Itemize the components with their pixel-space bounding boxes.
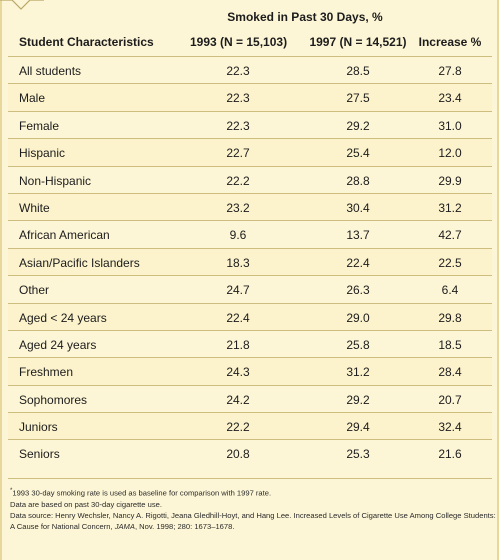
table-row: Sophomores 24.2 29.2 20.7 [8,384,492,413]
table-row: Other 24.7 26.3 6.4 [8,275,492,303]
cell-1993: 22.4 [226,310,250,325]
cell-1993: 24.3 [226,365,250,380]
cell-increase: 42.7 [438,228,462,243]
cell-increase: 22.5 [438,255,462,270]
column-header-increase: Increase % [418,35,482,49]
table-row: Hispanic 22.7 25.4 12.0 [8,138,492,166]
table-row: Seniors 20.8 25.3 21.6 [8,439,492,467]
cell-1997: 29.2 [346,392,370,407]
row-label: Seniors [19,447,60,462]
citation-title: A Cause for National Concern, [10,522,115,532]
cell-1993: 22.3 [226,64,250,78]
row-label: Freshmen [19,365,74,380]
table-row: African American 9.6 13.7 42.7 [8,220,492,248]
row-label: Male [19,91,46,106]
cell-1993: 24.7 [226,283,250,298]
table-row: White 23.2 30.4 31.2 [8,192,492,221]
table-row: Male 22.3 27.5 23.4 [8,83,492,111]
cell-1997: 25.4 [346,146,370,161]
table-bottom-rule [8,478,492,479]
cell-1993: 22.3 [226,118,250,133]
footnote-citation: A Cause for National Concern, JAMA, Nov.… [10,521,490,532]
cell-1993: 20.8 [226,447,250,462]
cell-increase: 29.9 [438,173,462,188]
cell-increase: 28.4 [438,365,462,380]
table-notes: *1993 30-day smoking rate is used as bas… [10,486,496,532]
cell-1997: 25.3 [346,447,370,462]
cell-1993: 22.7 [226,146,250,161]
footnote-baseline-text: 1993 30-day smoking rate is used as base… [12,488,272,498]
cell-1997: 30.4 [346,200,370,215]
cell-increase: 12.0 [438,146,462,161]
table-row: All students 22.3 28.5 27.8 [8,56,492,84]
cell-increase: 20.7 [438,392,462,407]
row-label: Juniors [19,420,58,435]
row-label: African American [19,228,110,243]
cell-increase: 29.8 [438,310,462,325]
cell-1993: 21.8 [226,337,250,352]
row-label: Sophomores [19,392,88,407]
cell-1997: 31.2 [346,365,370,380]
row-label: Other [19,283,50,298]
row-label: Hispanic [19,146,66,161]
row-label: Aged 24 years [19,337,97,352]
cell-1997: 26.3 [346,283,370,298]
column-header-1993: 1993 (N = 15,103) [190,35,288,49]
cell-1993: 24.2 [226,392,250,407]
cell-1993: 18.3 [226,255,250,270]
cell-1997: 13.7 [346,228,370,243]
cell-1993: 9.6 [229,228,247,243]
cell-increase: 18.5 [438,337,462,352]
footnote-data-source: Data source: Henry Wechsler, Nancy A. Ri… [10,510,496,520]
cell-increase: 27.8 [438,64,462,78]
cell-1997: 28.5 [346,64,370,78]
cell-increase: 31.2 [438,200,462,215]
spanner-header: Smoked in Past 30 Days, % [227,10,383,24]
cell-1993: 23.2 [226,200,250,215]
cell-1997: 29.2 [346,118,370,133]
table-row: Asian/Pacific Islanders 18.3 22.4 22.5 [8,247,492,276]
table-body: All students 22.3 28.5 27.8 Male 22.3 27… [8,56,492,467]
cell-increase: 32.4 [438,420,462,435]
footnote-data-basis: Data are based on past 30-day cigarette … [10,499,162,509]
table-row: Aged 24 years 21.8 25.8 18.5 [8,329,492,358]
footnote-baseline: *1993 30-day smoking rate is used as bas… [10,486,490,499]
row-label: All students [19,64,82,78]
cell-1997: 27.5 [346,91,370,106]
row-label: White [19,200,50,215]
cell-1997: 29.4 [346,420,370,435]
cell-increase: 31.0 [438,118,462,133]
citation-details: , Nov. 1998; 280: 1673–1678. [134,522,235,532]
row-label: Asian/Pacific Islanders [19,255,140,270]
cell-1993: 22.2 [226,420,250,435]
corner-tab-decoration [0,0,44,14]
row-label: Female [19,118,60,133]
row-label: Non-Hispanic [19,173,92,188]
cell-1997: 25.8 [346,337,370,352]
column-header-1997: 1997 (N = 14,521) [309,35,407,49]
cell-increase: 21.6 [438,447,462,462]
cell-1993: 22.3 [226,91,250,106]
table-row: Female 22.3 29.2 31.0 [8,110,492,139]
cell-1997: 29.0 [346,310,370,325]
table-row: Juniors 22.2 29.4 32.4 [8,412,492,440]
footnote-marker: * [10,488,13,494]
cell-1993: 22.2 [226,173,250,188]
table-row: Freshmen 24.3 31.2 28.4 [8,357,492,385]
cell-1997: 28.8 [346,173,370,188]
column-header-characteristics: Student Characteristics [19,35,154,49]
citation-journal: JAMA [114,522,135,532]
table-row: Non-Hispanic 22.2 28.8 29.9 [8,165,492,193]
cell-increase: 23.4 [438,91,462,106]
cell-increase: 6.4 [441,283,459,298]
cell-1997: 22.4 [346,255,370,270]
table-row: Aged < 24 years 22.4 29.0 29.8 [8,302,492,330]
row-label: Aged < 24 years [19,310,107,325]
